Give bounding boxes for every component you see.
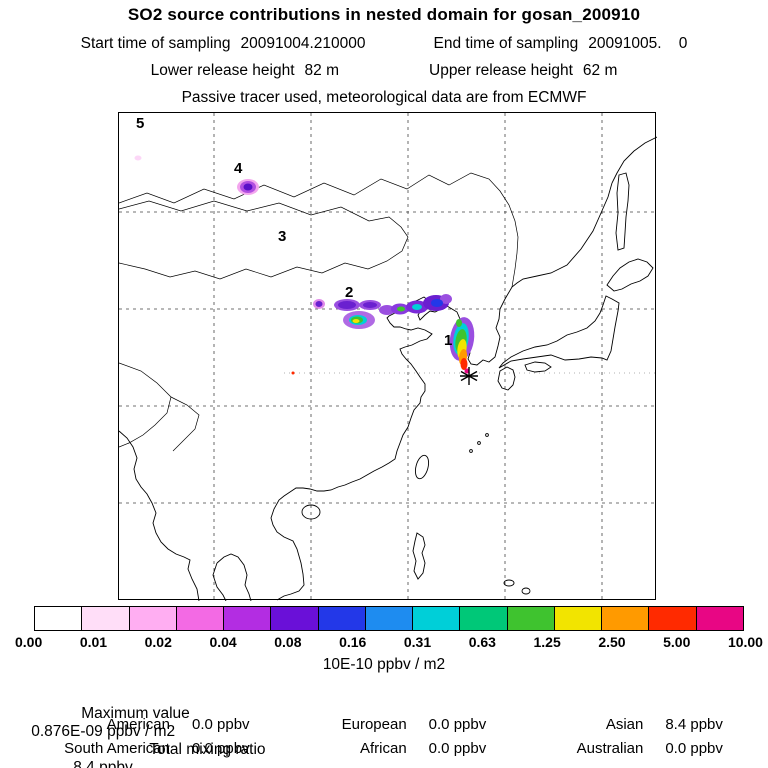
upper-release-value: 62 m bbox=[582, 62, 618, 79]
end-time-label: End time of sampling bbox=[433, 35, 579, 52]
max-value: 0.876E-09 ppbv / m2 bbox=[31, 723, 176, 740]
region-label-5: 5 bbox=[136, 115, 145, 132]
lower-release-label: Lower release height bbox=[150, 62, 295, 79]
colorbar-cell bbox=[413, 607, 461, 630]
tick-label: 0.08 bbox=[274, 634, 302, 650]
tick-label: 0.04 bbox=[209, 634, 237, 650]
so2-plume-overlay bbox=[134, 155, 475, 378]
contrib-label: Australian bbox=[576, 739, 644, 757]
map-canvas bbox=[119, 113, 657, 601]
contrib-value: 0.0 ppbv bbox=[428, 739, 487, 757]
region-label-1: 1 bbox=[444, 332, 453, 349]
contrib-cell: American 0.0 ppbv bbox=[30, 716, 267, 733]
tick-label: 0.02 bbox=[144, 634, 172, 650]
colorbar-cell bbox=[176, 607, 225, 630]
tick-label: 0.00 bbox=[15, 634, 43, 650]
country-borders bbox=[119, 172, 519, 452]
colorbar-tick-labels: 0.00 0.01 0.02 0.04 0.08 0.16 0.31 0.63 … bbox=[15, 634, 763, 650]
contrib-cell: African 0.0 ppbv bbox=[267, 740, 504, 757]
spacer bbox=[376, 35, 424, 53]
contrib-label: Asian bbox=[605, 715, 644, 733]
colorbar-cell bbox=[82, 607, 130, 630]
tick-label: 0.63 bbox=[468, 634, 496, 650]
sampling-times-line: Start time of sampling 20091004.210000 E… bbox=[0, 35, 768, 53]
contrib-value: 0.0 ppbv bbox=[192, 739, 250, 757]
colorbar-units-label: 10E-10 ppbv / m2 bbox=[322, 656, 446, 673]
page-title: SO2 source contributions in nested domai… bbox=[127, 5, 641, 24]
release-heights-line: Lower release height 82 m Upper release … bbox=[0, 62, 768, 80]
tick-label: 0.16 bbox=[339, 634, 367, 650]
contrib-cell: Asian 8.4 ppbv bbox=[503, 716, 740, 733]
upper-release-label: Upper release height bbox=[429, 62, 573, 79]
contrib-label: South American bbox=[64, 739, 170, 757]
colorbar-cell bbox=[602, 607, 650, 630]
spacer bbox=[349, 62, 419, 80]
colorbar-cell bbox=[696, 607, 743, 630]
tick-label: 10.00 bbox=[727, 634, 763, 650]
contrib-value: 0.0 ppbv bbox=[665, 739, 723, 757]
contrib-cell: South American 0.0 ppbv bbox=[30, 740, 267, 757]
colorbar-cell bbox=[365, 607, 414, 630]
total-mixing-ratio-value: 8.4 ppbv bbox=[73, 759, 133, 768]
contrib-label: American bbox=[106, 715, 170, 733]
source-contributions-table: American 0.0 ppbv European 0.0 ppbv Asia… bbox=[30, 712, 740, 760]
start-time-label: Start time of sampling bbox=[80, 35, 231, 52]
end-time-value: 20091005. 0 bbox=[588, 35, 688, 52]
colorbar-cell bbox=[224, 607, 272, 630]
colorbar-cell bbox=[649, 607, 697, 630]
contrib-value: 8.4 ppbv bbox=[665, 715, 723, 733]
lower-release-value: 82 m bbox=[304, 62, 339, 79]
tick-label: 0.31 bbox=[403, 634, 432, 650]
colorbar-cell bbox=[318, 607, 366, 630]
max-value-label: Maximum value bbox=[81, 705, 190, 722]
contrib-row-1: American 0.0 ppbv European 0.0 ppbv Asia… bbox=[30, 712, 740, 736]
colorbar-cell bbox=[35, 607, 83, 630]
region-label-3: 3 bbox=[278, 228, 287, 245]
colorbar-cell bbox=[507, 607, 555, 630]
map-panel: 1 2 3 4 5 bbox=[118, 112, 657, 601]
tick-label: 0.01 bbox=[79, 634, 108, 650]
tick-label: 1.25 bbox=[533, 634, 561, 650]
region-label-2: 2 bbox=[345, 284, 354, 301]
colorbar-cell bbox=[271, 607, 319, 630]
contrib-label: European bbox=[341, 715, 407, 733]
colorbar-cell bbox=[460, 607, 508, 630]
contrib-cell: Australian 0.0 ppbv bbox=[503, 740, 740, 757]
contrib-label: African bbox=[359, 739, 407, 757]
contrib-value: 0.0 ppbv bbox=[428, 715, 487, 733]
colorbar-cell bbox=[129, 607, 177, 630]
contrib-row-2: South American 0.0 ppbv African 0.0 ppbv… bbox=[30, 736, 740, 760]
region-label-4: 4 bbox=[234, 160, 243, 177]
colorbar-cell bbox=[554, 607, 603, 630]
total-mixing-ratio-label: Total mixing ratio bbox=[149, 741, 266, 758]
graticule-gridlines bbox=[119, 113, 657, 601]
start-time-value: 20091004.210000 bbox=[240, 35, 366, 52]
coastlines bbox=[119, 136, 657, 601]
colorbar bbox=[34, 606, 744, 631]
summary-stats-line: Maximum value 0.876E-09 ppbv / m2 Total … bbox=[0, 687, 768, 768]
tracer-note: Passive tracer used, meteorological data… bbox=[181, 89, 587, 106]
contrib-cell: European 0.0 ppbv bbox=[267, 716, 504, 733]
tick-label: 2.50 bbox=[598, 634, 626, 650]
contrib-value: 0.0 ppbv bbox=[192, 715, 250, 733]
tracer-note-line: Passive tracer used, meteorological data… bbox=[0, 89, 768, 107]
receptor-star-icon bbox=[460, 367, 478, 385]
tick-label: 5.00 bbox=[663, 634, 691, 650]
